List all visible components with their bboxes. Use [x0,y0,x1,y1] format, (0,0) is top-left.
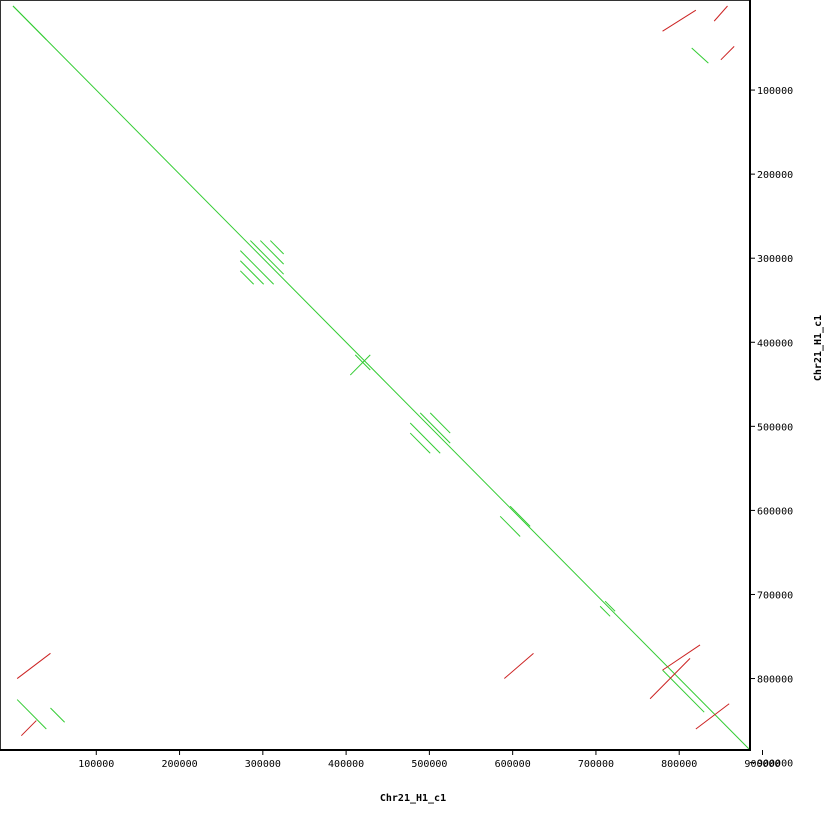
x-tick-label: 200000 [161,759,197,770]
alignment-segment [691,47,709,64]
alignment-segment [349,354,371,376]
alignment-segment [249,240,285,275]
x-axis-title: Chr21_H1_c1 [380,793,446,804]
alignment-segment [509,505,531,527]
y-tick-label: 300000 [757,254,793,265]
y-tick-label: 900000 [757,759,793,770]
alignment-segment [662,669,705,713]
y-axis-title: Chr21_H1_c1 [813,315,824,381]
alignment-segment [269,240,285,255]
alignment-segment [20,720,37,737]
x-tick-label: 600000 [495,759,531,770]
alignment-segment [649,658,691,700]
alignment-segment [239,260,265,285]
x-tick-label: 800000 [661,759,697,770]
y-tick-label: 400000 [757,338,793,349]
alignment-segment [499,515,521,537]
alignment-segment [259,240,285,265]
alignment-segment [354,354,371,371]
y-tick-label: 200000 [757,170,793,181]
x-tick-label: 500000 [411,759,447,770]
alignment-segment [662,9,697,32]
x-tick-label: 300000 [245,759,281,770]
x-tick-label: 100000 [78,759,114,770]
alignment-segment [713,5,728,22]
alignment-segment [16,699,47,730]
y-tick-label: 700000 [757,590,793,601]
alignment-segment [504,652,534,679]
alignment-segment [50,707,65,723]
alignment-segment [695,703,730,730]
x-tick-label: 700000 [578,759,614,770]
alignment-segment [429,412,451,434]
x-tick-label: 400000 [328,759,364,770]
alignment-segment [409,432,431,454]
alignment-segment [419,412,451,444]
alignment-segment [720,46,735,61]
alignment-segment [12,5,47,40]
x-tick-label: 900000 [744,759,780,770]
alignment-segment [239,270,255,285]
y-tick-label: 100000 [757,86,793,97]
y-tick-label: 800000 [757,675,793,686]
y-tick-label: 600000 [757,506,793,517]
alignment-segment [16,652,51,679]
alignment-segment [604,600,616,612]
alignment-segment [662,644,701,671]
alignment-segment [239,250,275,285]
alignment-segment [599,605,611,617]
alignment-segment [409,422,441,454]
alignment-segment [12,5,751,751]
y-tick-label: 500000 [757,422,793,433]
